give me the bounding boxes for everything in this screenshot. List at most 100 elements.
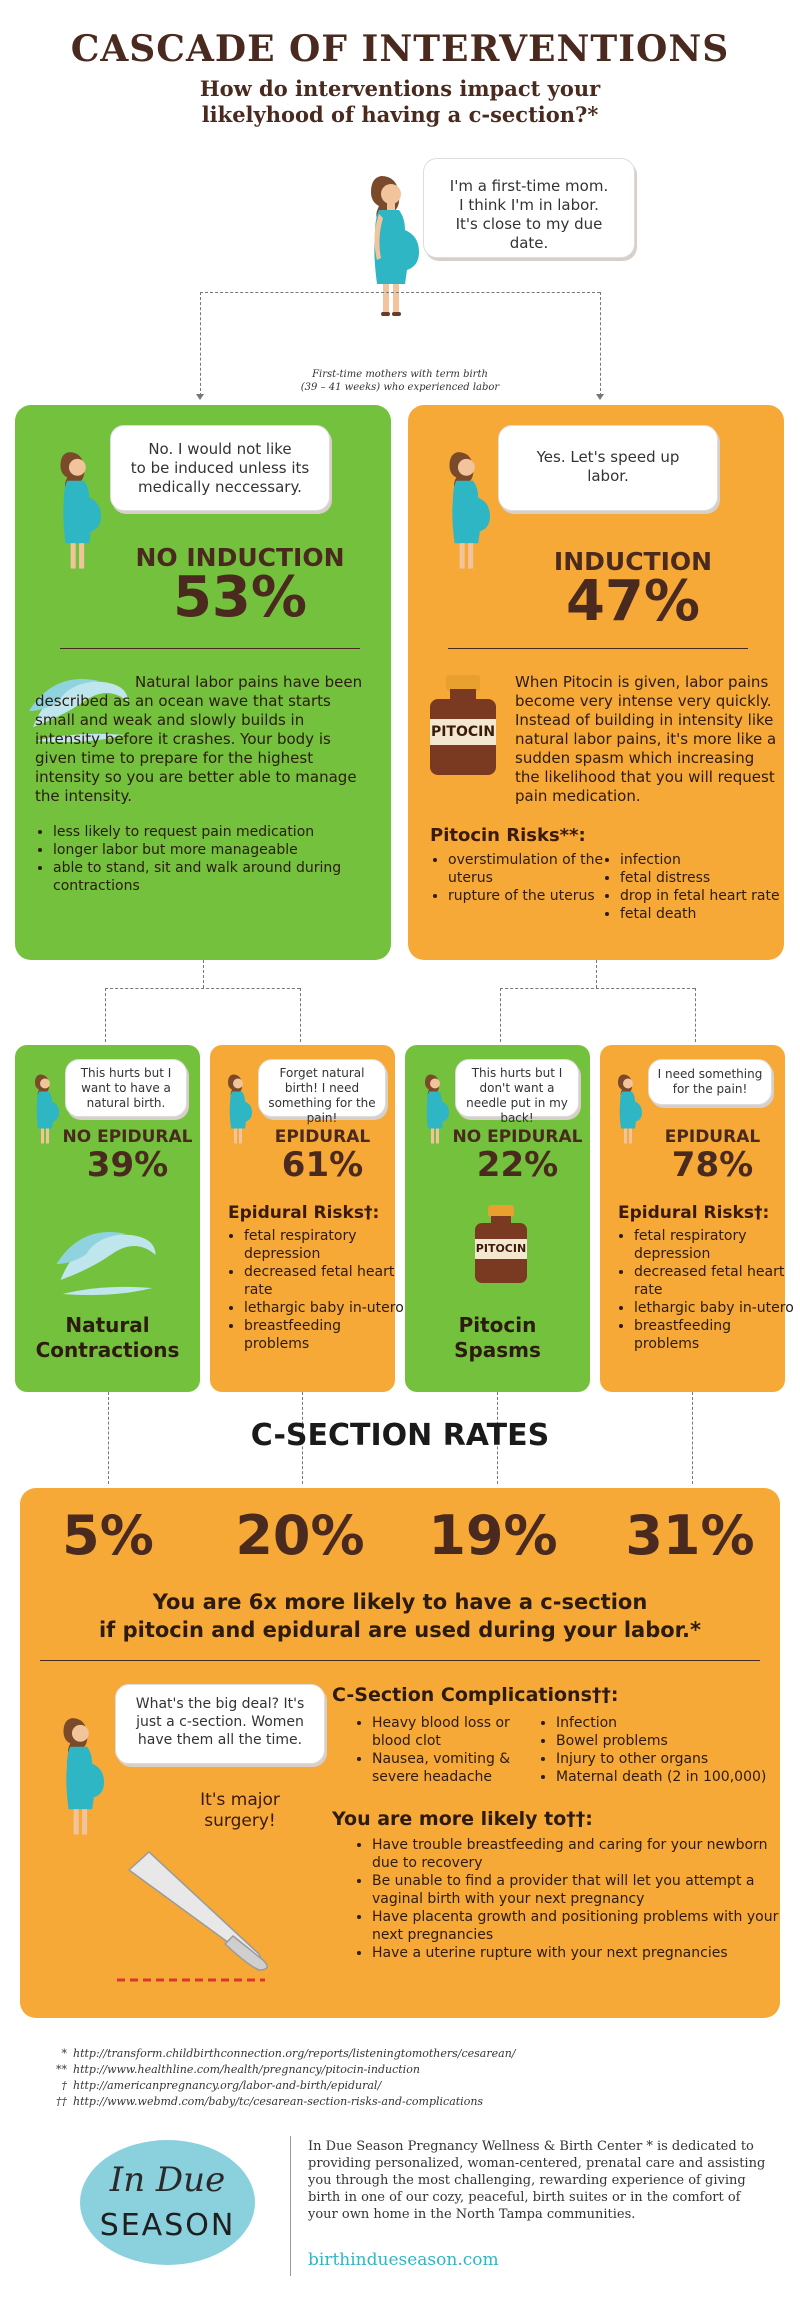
pitocin-risks-left: overstimulation of the uterus rupture of… — [430, 851, 608, 905]
arrow-down-icon — [196, 394, 204, 400]
epidural-panel-right: I need something for the pain! EPIDURAL … — [600, 1045, 794, 1392]
sub-a-speech-bubble: This hurts but I want to have a natural … — [65, 1059, 187, 1117]
connector — [108, 1392, 109, 1484]
footnote: † http://americanpregnancy.org/labor-and-… — [61, 2079, 382, 2092]
connector — [497, 1392, 498, 1484]
footnote-link[interactable]: http://www.healthline.com/health/pregnan… — [73, 2063, 420, 2076]
pregnant-woman-icon — [371, 176, 419, 316]
sub-b-percent: 61% — [281, 1145, 364, 1185]
footnote: * http://transform.childbirthconnection.o… — [61, 2047, 516, 2060]
induction-text: When Pitocin is given, labor pains becom… — [515, 673, 777, 805]
connector — [300, 988, 301, 1042]
sub-c-speech-bubble: This hurts but I don't want a needle put… — [455, 1059, 579, 1125]
arrow-down-icon — [596, 394, 604, 400]
footnotes: * http://transform.childbirthconnection.o… — [45, 2046, 515, 2110]
connector — [200, 292, 600, 293]
csection-rate-1: 5% — [62, 1504, 154, 1567]
pregnant-woman-icon — [63, 1718, 104, 1835]
csection-rate-3: 19% — [428, 1504, 558, 1567]
no-induction-text: Natural labor pains have been described … — [35, 673, 363, 805]
no-induction-heading: NO INDUCTION — [135, 543, 345, 572]
page-subtitle: How do interventions impact your likelyh… — [199, 76, 601, 127]
complications-left: Heavy blood loss or blood clot Nausea, v… — [354, 1714, 542, 1786]
sub-d-heading: EPIDURAL — [664, 1127, 761, 1147]
complications-title: C-Section Complications††: — [332, 1684, 619, 1706]
wave-icon — [56, 1232, 156, 1296]
induction-percent: 47% — [565, 569, 701, 634]
sub-a-percent: 39% — [86, 1145, 169, 1185]
footnote-link[interactable]: http://americanpregnancy.org/labor-and-b… — [73, 2079, 382, 2092]
intro-caption: First-time mothers with term birth (39 –… — [300, 369, 500, 393]
csection-rate-4: 31% — [625, 1504, 755, 1567]
connector — [500, 988, 695, 989]
connector — [105, 988, 300, 989]
connector — [600, 292, 601, 396]
pitocin-risks-title: Pitocin Risks**: — [430, 825, 586, 846]
pitocin-risks-right: infection fetal distress drop in fetal h… — [602, 851, 800, 923]
sub-a-label: Natural Contractions — [35, 1313, 180, 1362]
connector — [105, 988, 106, 1042]
pregnant-woman-icon — [618, 1074, 642, 1144]
induction-panel: Yes. Let's speed up labor. INDUCTION 47%… — [408, 405, 784, 960]
pregnant-woman-icon — [228, 1074, 252, 1144]
induction-speech-bubble: Yes. Let's speed up labor. — [498, 425, 718, 511]
sub-d-speech-bubble: I need something for the pain! — [648, 1059, 772, 1105]
pregnant-woman-icon — [449, 452, 490, 569]
sub-b-heading: EPIDURAL — [274, 1127, 371, 1147]
likely-list: Have trouble breastfeeding and caring fo… — [354, 1836, 782, 1962]
divider — [290, 2136, 291, 2276]
csection-reply: It's major surgery! — [200, 1790, 280, 1831]
no-epidural-natural-panel: This hurts but I want to have a natural … — [15, 1045, 200, 1392]
csection-statement: You are 6x more likely to have a c-secti… — [98, 1590, 702, 1642]
connector — [200, 292, 201, 396]
wave-icon — [29, 679, 128, 743]
sub-d-risks: fetal respiratory depression decreased f… — [616, 1227, 794, 1353]
sub-b-risks-title: Epidural Risks†: — [228, 1203, 380, 1223]
intro-speech-bubble: I'm a first-time mom. I think I'm in lab… — [423, 158, 635, 258]
connector — [695, 988, 696, 1042]
footnote: ** http://www.healthline.com/health/pregn… — [56, 2063, 420, 2076]
sub-c-percent: 22% — [476, 1145, 559, 1185]
divider — [60, 648, 360, 649]
csection-speech-bubble: What's the big deal? It's just a c-secti… — [115, 1684, 325, 1764]
csection-title: C-SECTION RATES — [250, 1418, 550, 1453]
sub-c-heading: NO EPIDURAL — [452, 1127, 583, 1147]
divider — [448, 648, 748, 649]
complications-right: Infection Bowel problems Injury to other… — [538, 1714, 786, 1786]
pregnant-woman-icon — [35, 1074, 59, 1144]
induction-heading: INDUCTION — [553, 547, 713, 576]
sub-a-heading: NO EPIDURAL — [62, 1127, 193, 1147]
footer-about: In Due Season Pregnancy Wellness & Birth… — [308, 2139, 766, 2222]
sub-b-speech-bubble: Forget natural birth! I need something f… — [258, 1059, 386, 1125]
likely-title: You are more likely to††: — [332, 1808, 593, 1830]
pitocin-bottle-icon: PITOCIN — [475, 1205, 527, 1283]
connector — [203, 960, 204, 988]
sub-b-risks: fetal respiratory depression decreased f… — [226, 1227, 404, 1353]
no-induction-bullets: less likely to request pain medication l… — [35, 823, 388, 895]
pregnant-woman-icon — [425, 1074, 449, 1144]
pregnant-woman-icon — [60, 452, 101, 569]
page-title: CASCADE OF INTERVENTIONS — [70, 28, 730, 70]
no-induction-speech-bubble: No. I would not like to be induced unles… — [110, 425, 330, 511]
no-induction-percent: 53% — [172, 565, 308, 630]
connector — [500, 988, 501, 1042]
no-epidural-pitocin-panel: This hurts but I don't want a needle put… — [405, 1045, 590, 1392]
epidural-panel-left: Forget natural birth! I need something f… — [210, 1045, 404, 1392]
sub-c-label: Pitocin Spasms — [454, 1313, 541, 1362]
divider — [40, 1660, 760, 1661]
in-due-season-logo: In Due SEASON — [80, 2140, 255, 2265]
footnote: †† http://www.webmd.com/baby/tc/cesarean-… — [56, 2095, 484, 2108]
csection-rate-2: 20% — [235, 1504, 365, 1567]
scalpel-icon — [115, 1850, 268, 1982]
footnote-link[interactable]: http://www.webmd.com/baby/tc/cesarean-se… — [73, 2095, 484, 2108]
connector — [302, 1392, 303, 1484]
csection-panel: 5% 20% 19% 31% You are 6x more likely to… — [20, 1488, 780, 2018]
connector — [596, 960, 597, 988]
no-induction-panel: No. I would not like to be induced unles… — [15, 405, 391, 960]
sub-d-percent: 78% — [671, 1145, 754, 1185]
footnote-link[interactable]: http://transform.childbirthconnection.or… — [73, 2047, 516, 2060]
pitocin-bottle-icon: PITOCIN — [428, 675, 498, 775]
sub-d-risks-title: Epidural Risks†: — [618, 1203, 770, 1223]
footer-website-link[interactable]: birthindueseason.com — [308, 2250, 499, 2270]
connector — [692, 1392, 693, 1484]
